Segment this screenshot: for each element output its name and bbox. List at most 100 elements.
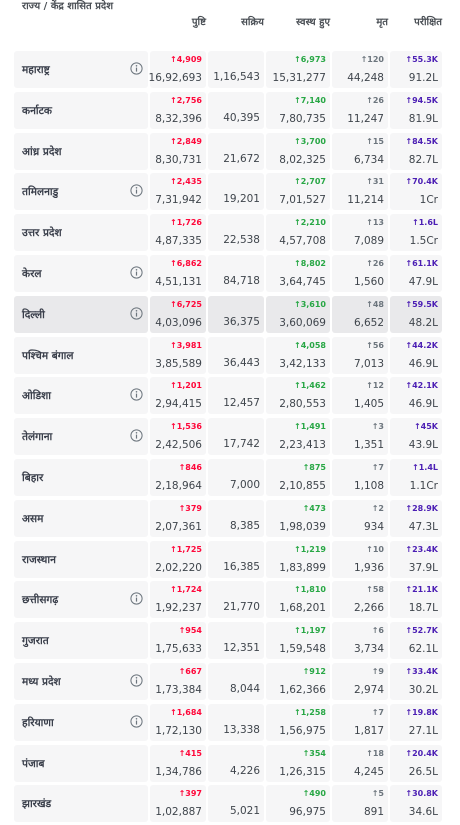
recovered-delta: ↑8,802	[293, 259, 326, 268]
recovered-delta: ↑1,219	[293, 544, 326, 554]
header-recovered[interactable]: स्वस्थ हुए	[296, 17, 330, 28]
active-cell: 84,718	[208, 255, 264, 292]
info-icon[interactable]	[130, 715, 143, 728]
confirmed-cell: ↑1,724 1,92,237	[150, 581, 206, 619]
deaths-cell: ↑31 11,214	[332, 173, 388, 211]
tested-value: 46.9L	[408, 357, 438, 370]
recovered-value: 2,10,855	[279, 480, 326, 492]
state-cell: मध्य प्रदेश	[14, 663, 148, 700]
state-cell: ओडिशा	[14, 377, 148, 415]
state-row[interactable]: आंध्र प्रदेश ↑2,849 8,30,731 21,672 ↑3,700 8,…	[0, 131, 460, 172]
state-row[interactable]: पश्चिम बंगाल ↑3,981 3,85,589 36,443 ↑4,058 3,…	[0, 335, 460, 376]
state-row[interactable]: झारखंड ↑397 1,02,887 5,021 ↑490 96,975 ↑5 891 ↑3…	[0, 783, 460, 824]
state-row[interactable]: मध्य प्रदेश ↑667 1,73,384 8,044 ↑912 1,62,366…	[0, 661, 460, 702]
deaths-value: 1,936	[353, 561, 384, 574]
state-name: बिहार	[22, 472, 44, 484]
tested-cell: ↑45K 43.9L	[390, 418, 442, 456]
confirmed-value: 1,72,130	[155, 724, 202, 737]
deaths-value: 6,734	[353, 153, 384, 166]
confirmed-delta: ↑6,725	[169, 299, 202, 309]
tested-value: 1Cr	[419, 194, 438, 207]
state-cell: केरल	[14, 255, 148, 292]
info-icon[interactable]	[130, 674, 143, 687]
state-row[interactable]: छत्तीसगढ़ ↑1,724 1,92,237 21,770 ↑1,810 1,68,…	[0, 579, 460, 620]
state-name: पंजाब	[22, 757, 45, 770]
state-row[interactable]: बिहार ↑846 2,18,964 7,000 ↑875 2,10,855 ↑7 1,10…	[0, 457, 460, 498]
deaths-cell: ↑120 44,248	[332, 51, 388, 88]
info-icon[interactable]	[130, 62, 143, 75]
active-value: 7,000	[229, 479, 260, 491]
state-row[interactable]: ओडिशा ↑1,201 2,94,415 12,457 ↑1,462 2,80,553 ↑…	[0, 375, 460, 416]
tested-cell: ↑19.8K 27.1L	[390, 703, 442, 741]
state-row[interactable]: महाराष्ट्र ↑4,909 16,92,693 1,16,543 ↑6,973 1…	[0, 49, 460, 90]
active-cell: 36,375	[208, 295, 264, 333]
info-icon[interactable]	[130, 307, 143, 320]
deaths-cell: ↑26 1,560	[332, 255, 388, 292]
info-icon[interactable]	[130, 184, 143, 197]
recovered-delta: ↑1,810	[293, 585, 326, 595]
state-row[interactable]: कर्नाटक ↑2,756 8,32,396 40,395 ↑7,140 7,80,73…	[0, 90, 460, 131]
deaths-value: 11,247	[347, 112, 384, 125]
confirmed-cell: ↑2,849 8,30,731	[150, 132, 206, 170]
active-value: 36,443	[223, 356, 260, 369]
confirmed-value: 4,03,096	[155, 316, 202, 329]
info-icon[interactable]	[130, 592, 143, 605]
deaths-delta: ↑58	[366, 585, 384, 595]
recovered-delta: ↑1,462	[293, 381, 326, 391]
recovered-value: 1,26,315	[279, 765, 326, 778]
state-row[interactable]: असम ↑379 2,07,361 8,385 ↑473 1,98,039 ↑2 934 ↑28…	[0, 498, 460, 539]
active-cell: 1,16,543	[208, 51, 264, 88]
state-row[interactable]: दिल्ली ↑6,725 4,03,096 36,375 ↑3,610 3,60,069…	[0, 294, 460, 335]
active-value: 12,457	[223, 397, 260, 410]
tested-delta: ↑19.8K	[405, 707, 438, 717]
state-row[interactable]: पंजाब ↑415 1,34,786 4,226 ↑354 1,26,315 ↑18 4,2…	[0, 743, 460, 784]
tested-cell: ↑59.5K 48.2L	[390, 295, 442, 333]
active-value: 21,770	[223, 601, 260, 614]
state-cell: बिहार	[14, 459, 148, 496]
active-value: 4,226	[229, 764, 260, 777]
confirmed-delta: ↑1,536	[169, 422, 202, 432]
state-row[interactable]: केरल ↑6,862 4,51,131 84,718 ↑8,802 3,64,745 ↑2…	[0, 253, 460, 294]
deaths-value: 7,013	[353, 357, 384, 370]
info-icon[interactable]	[130, 388, 143, 401]
header-active[interactable]: सक्रिय	[241, 17, 264, 28]
confirmed-value: 1,34,786	[155, 765, 202, 778]
state-row[interactable]: गुजरात ↑954 1,75,633 12,351 ↑1,197 1,59,548 ↑6…	[0, 620, 460, 661]
state-name: छत्तीसगढ़	[22, 594, 59, 607]
state-cell: आंध्र प्रदेश	[14, 132, 148, 170]
deaths-value: 1,817	[353, 724, 384, 737]
confirmed-delta: ↑415	[178, 748, 202, 758]
header-tested[interactable]: परीक्षित	[414, 17, 442, 28]
recovered-value: 2,80,553	[279, 398, 326, 411]
header-deceased[interactable]: मृत	[376, 17, 388, 28]
deaths-cell: ↑5 891	[332, 785, 388, 823]
recovered-cell: ↑3,610 3,60,069	[266, 295, 330, 333]
recovered-value: 96,975	[289, 806, 326, 819]
state-row[interactable]: तमिलनाडु ↑2,435 7,31,942 19,201 ↑2,707 7,01,5…	[0, 171, 460, 212]
deaths-cell: ↑58 2,266	[332, 581, 388, 619]
header-confirmed[interactable]: पुष्टि	[191, 17, 206, 28]
state-cell: दिल्ली	[14, 295, 148, 333]
state-row[interactable]: हरियाणा ↑1,684 1,72,130 13,338 ↑1,258 1,56,97…	[0, 702, 460, 743]
tested-cell: ↑61.1K 47.9L	[390, 255, 442, 292]
recovered-value: 1,68,201	[279, 602, 326, 615]
tested-cell: ↑44.2K 46.9L	[390, 336, 442, 374]
deaths-value: 1,351	[353, 439, 384, 452]
confirmed-delta: ↑6,862	[169, 259, 202, 268]
recovered-value: 1,83,899	[279, 561, 326, 574]
info-icon[interactable]	[130, 429, 143, 442]
table-header: राज्य / केंद्र शासित प्रदेश पुष्टि सक्रि…	[0, 0, 460, 49]
confirmed-value: 2,18,964	[155, 480, 202, 492]
state-row[interactable]: उत्तर प्रदेश ↑1,726 4,87,335 22,538 ↑2,210 4,…	[0, 212, 460, 253]
confirmed-cell: ↑1,201 2,94,415	[150, 377, 206, 415]
info-icon[interactable]	[130, 266, 143, 279]
active-cell: 4,226	[208, 744, 264, 782]
state-row[interactable]: तेलंगाना ↑1,536 2,42,506 17,742 ↑1,491 2,23,4…	[0, 416, 460, 457]
state-row[interactable]: राजस्थान ↑1,725 2,02,220 16,385 ↑1,219 1,83,8…	[0, 539, 460, 580]
confirmed-delta: ↑379	[178, 503, 202, 513]
recovered-cell: ↑1,197 1,59,548	[266, 622, 330, 660]
confirmed-value: 4,51,131	[155, 276, 202, 288]
deaths-delta: ↑6	[371, 626, 384, 636]
confirmed-cell: ↑415 1,34,786	[150, 744, 206, 782]
deaths-cell: ↑12 1,405	[332, 377, 388, 415]
